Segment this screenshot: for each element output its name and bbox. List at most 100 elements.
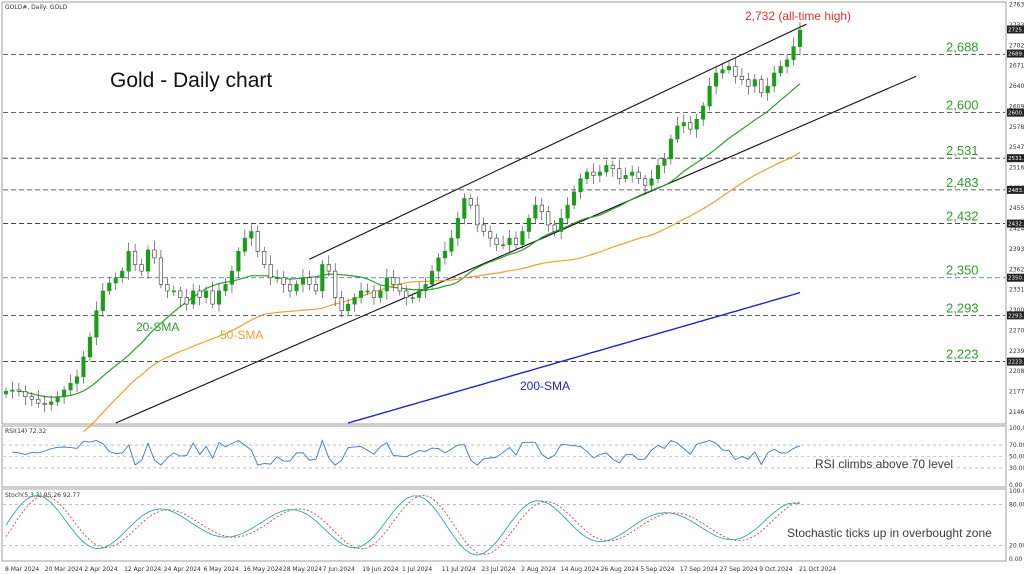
candle-down bbox=[197, 290, 202, 298]
candle-up bbox=[630, 171, 635, 176]
candle-up bbox=[113, 277, 118, 284]
candle-up bbox=[668, 138, 673, 160]
axis-price-tag-label: 2600.00 bbox=[1008, 111, 1024, 117]
stoch-note: Stochastic ticks up in overbought zone bbox=[787, 526, 992, 540]
candle-up bbox=[249, 231, 254, 239]
candle-up bbox=[507, 237, 512, 245]
axis-tick-label: 2146.70 bbox=[1009, 409, 1024, 416]
candle-up bbox=[701, 105, 706, 120]
axis-tick-label: 2609.45 bbox=[1009, 103, 1024, 110]
rsi-line bbox=[12, 439, 801, 466]
axis-price-tag bbox=[1007, 49, 1024, 58]
candle-up bbox=[62, 389, 67, 397]
candle-up bbox=[462, 198, 467, 219]
candle-down bbox=[184, 297, 189, 305]
axis-tick-label: 2208.40 bbox=[1009, 368, 1024, 375]
candles bbox=[3, 22, 803, 413]
candle-up bbox=[623, 175, 628, 179]
date-axis-label: 8 Mar 2024 bbox=[5, 566, 39, 573]
candle-up bbox=[216, 290, 222, 305]
candle-up bbox=[720, 69, 725, 74]
candle-up bbox=[752, 79, 757, 87]
candle-up bbox=[87, 336, 92, 358]
candle-down bbox=[643, 178, 648, 186]
date-axis-label: 2 Aug 2024 bbox=[521, 566, 556, 573]
candle-up bbox=[320, 264, 325, 292]
rsi-panel bbox=[1, 425, 1007, 488]
candle-up bbox=[229, 270, 234, 285]
candle-down bbox=[268, 264, 273, 279]
rsi-note: RSI climbs above 70 level bbox=[815, 457, 953, 471]
axis-price-tag-label: 2350.00 bbox=[1008, 276, 1024, 282]
candle-up bbox=[797, 29, 803, 47]
candle-down bbox=[281, 277, 286, 285]
candle-down bbox=[42, 402, 47, 405]
candle-up bbox=[681, 122, 686, 127]
sma200-line bbox=[347, 291, 801, 424]
stoch-tick-label: 100.00 bbox=[1009, 488, 1024, 495]
date-axis-label: 11 Jul 2024 bbox=[442, 566, 476, 573]
candle-down bbox=[539, 204, 544, 212]
candle-up bbox=[785, 59, 790, 67]
axis-tick-label: 2177.55 bbox=[1009, 389, 1024, 396]
candle-up bbox=[294, 284, 299, 292]
date-axis-label: 12 Apr 2024 bbox=[124, 566, 161, 573]
candle-down bbox=[339, 297, 344, 312]
sma200-label: 200-SMA bbox=[520, 379, 570, 393]
sma20-line bbox=[18, 83, 801, 398]
candle-up bbox=[655, 165, 661, 179]
axis-tick-label: 2671.15 bbox=[1009, 63, 1024, 70]
candle-up bbox=[107, 282, 112, 292]
candle-down bbox=[313, 284, 318, 292]
candle-up bbox=[49, 401, 54, 405]
candle-up bbox=[204, 290, 209, 298]
candle-up bbox=[714, 72, 719, 87]
price-panel bbox=[1, 1, 1007, 425]
axis-price-tag-label: 2725.92 bbox=[1008, 27, 1024, 33]
level-label: 2,688 bbox=[946, 40, 979, 55]
candle-down bbox=[29, 396, 34, 400]
candle-up bbox=[578, 178, 583, 193]
ath-annotation: 2,732 (all-time high) bbox=[745, 9, 851, 23]
axis-price-tag bbox=[1007, 311, 1024, 320]
date-axis-label: 24 Apr 2024 bbox=[164, 566, 201, 573]
candle-down bbox=[210, 290, 215, 305]
axis-price-tag bbox=[1007, 185, 1024, 194]
candle-up bbox=[597, 171, 602, 176]
level-label: 2,531 bbox=[946, 143, 979, 158]
date-axis-label: 27 Sep 2024 bbox=[720, 566, 758, 573]
candle-down bbox=[397, 284, 402, 292]
candle-down bbox=[733, 66, 738, 77]
candle-up bbox=[500, 244, 506, 246]
date-axis-label: 7 Jun 2024 bbox=[323, 566, 355, 573]
candle-up bbox=[300, 277, 306, 285]
rsi-header: RSI(14) 72.32 bbox=[5, 428, 46, 435]
candle-down bbox=[371, 290, 377, 298]
candle-up bbox=[449, 237, 454, 252]
channel-upper-line bbox=[309, 23, 807, 260]
candle-up bbox=[10, 389, 15, 392]
horizontal-levels: 2,688 2,600 2,531 2,483 2,432 2,350 2,293 2,223 bbox=[3, 40, 1005, 362]
axis-price-tag-label: 2689.45 bbox=[1008, 52, 1024, 58]
candle-down bbox=[746, 79, 751, 87]
level-label: 2,350 bbox=[946, 263, 979, 278]
candle-up bbox=[74, 376, 80, 384]
candle-up bbox=[384, 277, 389, 292]
axis-tick-label: 2424.35 bbox=[1009, 226, 1024, 233]
candle-up bbox=[191, 290, 196, 305]
candle-up bbox=[662, 158, 667, 166]
date-axis-label: 21 Oct 2024 bbox=[799, 566, 836, 573]
candle-down bbox=[178, 290, 183, 298]
axis-price-tag bbox=[1007, 108, 1024, 117]
stochastic-indicator: 100.00 80.00 20.00 0.00 bbox=[3, 488, 1024, 563]
candle-up bbox=[223, 284, 228, 292]
rsi-tick-label: 100.00 bbox=[1009, 425, 1024, 432]
candle-up bbox=[94, 310, 99, 338]
stoch-tick-label: 20.00 bbox=[1009, 542, 1024, 549]
candle-up bbox=[68, 383, 73, 391]
level-label: 2,223 bbox=[946, 347, 979, 362]
moving-averages bbox=[18, 83, 801, 433]
rsi-tick-label: 0.00 bbox=[1009, 482, 1023, 489]
price-axis: 2763.70 2733.05 2702.00 2671.15 2640.30 2609.… bbox=[1007, 2, 1024, 416]
candle-up bbox=[707, 85, 712, 107]
